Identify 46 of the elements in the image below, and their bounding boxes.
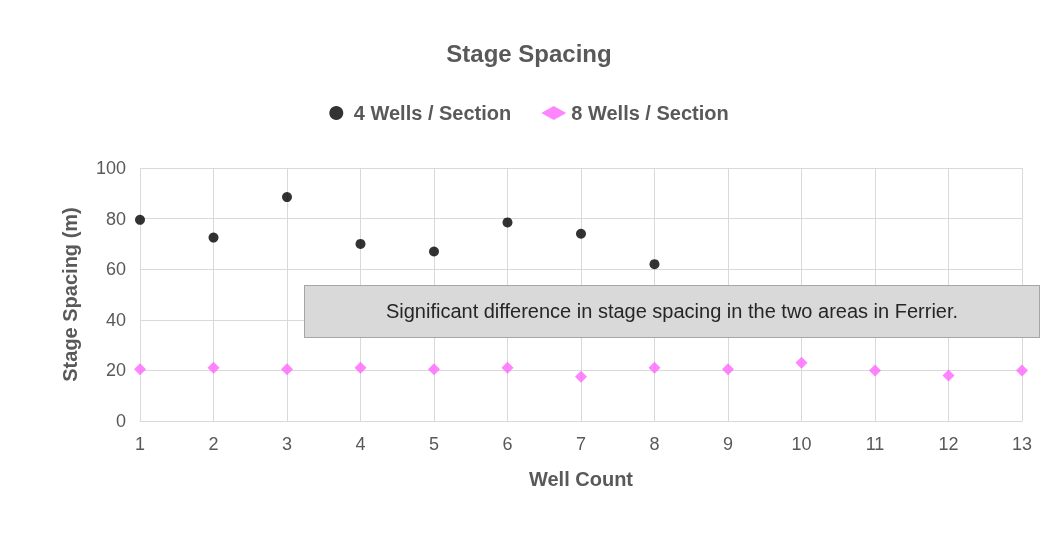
- y-tick-label: 20: [105, 360, 126, 381]
- x-tick-label: 8: [649, 434, 660, 454]
- x-axis-title: Well Count: [528, 468, 634, 490]
- point: [795, 356, 808, 369]
- x-tick-label: 12: [938, 434, 959, 454]
- y-tick-label: 40: [105, 309, 126, 330]
- x-tick-label: 3: [281, 434, 293, 454]
- point: [134, 363, 146, 376]
- point: [428, 363, 440, 376]
- x-tick-label: 13: [1011, 434, 1033, 454]
- x-tick-label: 11: [865, 434, 885, 454]
- chart-title: Stage Spacing: [446, 39, 612, 67]
- point: [1016, 364, 1028, 377]
- x-tick-label: 9: [722, 434, 734, 454]
- x-tick-label: 2: [208, 434, 219, 454]
- point: [722, 363, 734, 376]
- point: [502, 217, 513, 228]
- point: [649, 259, 660, 270]
- x-tick-label: 4: [355, 434, 366, 454]
- y-axis-title: Stage Spacing (m): [59, 207, 81, 382]
- y-tick-label: 60: [105, 259, 126, 280]
- y-tick-label: 100: [95, 158, 126, 178]
- point: [135, 214, 145, 225]
- y-tick-label: 80: [105, 208, 126, 229]
- point: [575, 370, 587, 383]
- legend-label: 8 Wells / Section: [571, 102, 729, 124]
- x-tick-label: 10: [791, 434, 812, 454]
- y-tick-label: 0: [115, 411, 126, 431]
- point: [576, 228, 586, 239]
- point: [207, 361, 220, 374]
- point: [648, 361, 661, 374]
- point: [501, 361, 514, 374]
- text-box: Significant difference in stage spacing in the two areas in Ferrier.: [304, 285, 1040, 338]
- point: [942, 369, 955, 382]
- point: [281, 363, 293, 376]
- x-tick-label: 6: [502, 434, 513, 454]
- x-tick-label: 1: [134, 434, 146, 454]
- point: [282, 192, 292, 203]
- point: [355, 238, 366, 249]
- point: [208, 232, 219, 243]
- point: [354, 361, 367, 374]
- point: [429, 246, 439, 257]
- point: [869, 364, 881, 377]
- x-tick-label: 5: [428, 434, 440, 454]
- legend-label: 4 Wells / Section: [353, 102, 512, 124]
- x-tick-label: 7: [575, 434, 587, 454]
